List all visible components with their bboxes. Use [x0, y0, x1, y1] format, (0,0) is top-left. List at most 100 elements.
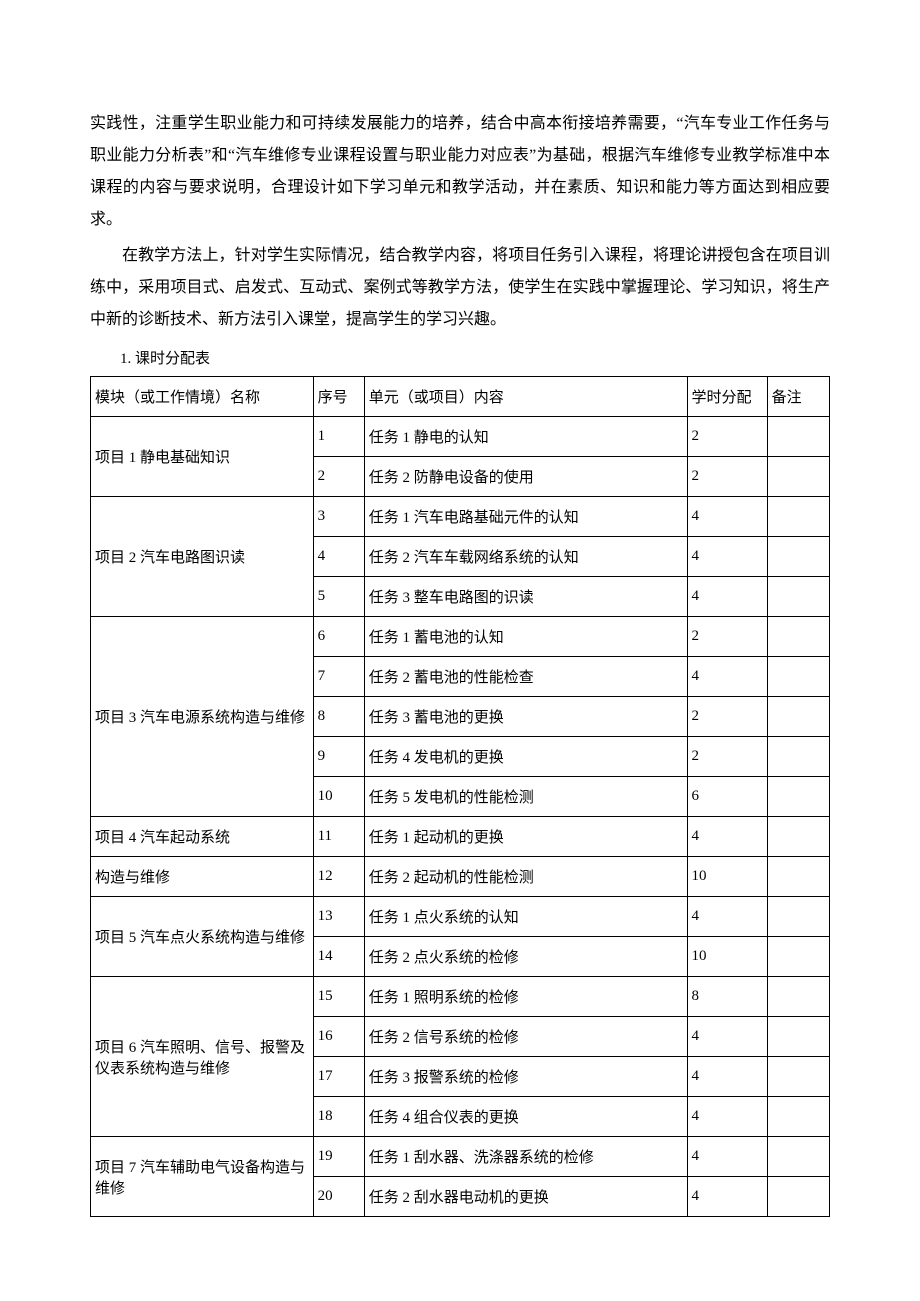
table-title: 1. 课时分配表 — [90, 344, 830, 374]
cell-note — [767, 457, 829, 497]
cell-note — [767, 977, 829, 1017]
cell-note — [767, 657, 829, 697]
cell-module: 构造与维修 — [91, 857, 314, 897]
cell-note — [767, 537, 829, 577]
cell-content: 任务 3 报警系统的检修 — [364, 1057, 687, 1097]
cell-note — [767, 417, 829, 457]
table-row: 项目 1 静电基础知识1任务 1 静电的认知2 — [91, 417, 830, 457]
cell-note — [767, 817, 829, 857]
cell-content: 任务 1 汽车电路基础元件的认知 — [364, 497, 687, 537]
cell-hours: 4 — [687, 897, 767, 937]
cell-seq: 20 — [313, 1177, 364, 1217]
cell-hours: 6 — [687, 777, 767, 817]
header-hours: 学时分配 — [687, 377, 767, 417]
cell-module: 项目 3 汽车电源系统构造与维修 — [91, 617, 314, 817]
cell-hours: 4 — [687, 1017, 767, 1057]
cell-seq: 8 — [313, 697, 364, 737]
cell-seq: 9 — [313, 737, 364, 777]
cell-module: 项目 5 汽车点火系统构造与维修 — [91, 897, 314, 977]
cell-seq: 17 — [313, 1057, 364, 1097]
table-row: 项目 4 汽车起动系统11任务 1 起动机的更换4 — [91, 817, 830, 857]
table-row: 项目 3 汽车电源系统构造与维修6任务 1 蓄电池的认知2 — [91, 617, 830, 657]
cell-hours: 4 — [687, 577, 767, 617]
cell-note — [767, 577, 829, 617]
header-seq: 序号 — [313, 377, 364, 417]
cell-seq: 12 — [313, 857, 364, 897]
cell-seq: 1 — [313, 417, 364, 457]
cell-hours: 4 — [687, 1057, 767, 1097]
cell-note — [767, 1177, 829, 1217]
cell-content: 任务 2 点火系统的检修 — [364, 937, 687, 977]
cell-content: 任务 1 刮水器、洗涤器系统的检修 — [364, 1137, 687, 1177]
cell-note — [767, 737, 829, 777]
cell-content: 任务 2 蓄电池的性能检查 — [364, 657, 687, 697]
cell-content: 任务 1 点火系统的认知 — [364, 897, 687, 937]
cell-module: 项目 6 汽车照明、信号、报警及仪表系统构造与维修 — [91, 977, 314, 1137]
cell-hours: 4 — [687, 1177, 767, 1217]
cell-seq: 5 — [313, 577, 364, 617]
header-content: 单元（或项目）内容 — [364, 377, 687, 417]
cell-note — [767, 1097, 829, 1137]
cell-content: 任务 1 静电的认知 — [364, 417, 687, 457]
cell-module: 项目 7 汽车辅助电气设备构造与维修 — [91, 1137, 314, 1217]
cell-content: 任务 5 发电机的性能检测 — [364, 777, 687, 817]
cell-content: 任务 2 防静电设备的使用 — [364, 457, 687, 497]
table-row: 构造与维修12任务 2 起动机的性能检测10 — [91, 857, 830, 897]
cell-seq: 18 — [313, 1097, 364, 1137]
cell-note — [767, 617, 829, 657]
cell-content: 任务 2 刮水器电动机的更换 — [364, 1177, 687, 1217]
cell-content: 任务 1 照明系统的检修 — [364, 977, 687, 1017]
cell-note — [767, 777, 829, 817]
header-module: 模块（或工作情境）名称 — [91, 377, 314, 417]
hours-allocation-table: 模块（或工作情境）名称序号单元（或项目）内容学时分配备注项目 1 静电基础知识1… — [90, 376, 830, 1217]
cell-note — [767, 497, 829, 537]
cell-seq: 2 — [313, 457, 364, 497]
table-header-row: 模块（或工作情境）名称序号单元（或项目）内容学时分配备注 — [91, 377, 830, 417]
cell-hours: 10 — [687, 937, 767, 977]
cell-hours: 2 — [687, 737, 767, 777]
paragraph-1: 实践性，注重学生职业能力和可持续发展能力的培养，结合中高本衔接培养需要，“汽车专… — [90, 108, 830, 236]
header-note: 备注 — [767, 377, 829, 417]
table-row: 项目 5 汽车点火系统构造与维修13任务 1 点火系统的认知4 — [91, 897, 830, 937]
cell-module: 项目 2 汽车电路图识读 — [91, 497, 314, 617]
cell-seq: 19 — [313, 1137, 364, 1177]
cell-content: 任务 4 发电机的更换 — [364, 737, 687, 777]
cell-note — [767, 1057, 829, 1097]
cell-module: 项目 4 汽车起动系统 — [91, 817, 314, 857]
cell-hours: 4 — [687, 817, 767, 857]
cell-content: 任务 1 起动机的更换 — [364, 817, 687, 857]
cell-content: 任务 1 蓄电池的认知 — [364, 617, 687, 657]
cell-seq: 11 — [313, 817, 364, 857]
cell-seq: 7 — [313, 657, 364, 697]
cell-note — [767, 1017, 829, 1057]
table-row: 项目 7 汽车辅助电气设备构造与维修19任务 1 刮水器、洗涤器系统的检修4 — [91, 1137, 830, 1177]
cell-note — [767, 897, 829, 937]
cell-seq: 14 — [313, 937, 364, 977]
cell-hours: 2 — [687, 697, 767, 737]
cell-hours: 2 — [687, 417, 767, 457]
cell-content: 任务 2 起动机的性能检测 — [364, 857, 687, 897]
cell-content: 任务 2 汽车车载网络系统的认知 — [364, 537, 687, 577]
cell-hours: 2 — [687, 457, 767, 497]
cell-note — [767, 857, 829, 897]
table-row: 项目 2 汽车电路图识读3任务 1 汽车电路基础元件的认知4 — [91, 497, 830, 537]
cell-hours: 4 — [687, 1137, 767, 1177]
table-row: 项目 6 汽车照明、信号、报警及仪表系统构造与维修15任务 1 照明系统的检修8 — [91, 977, 830, 1017]
cell-seq: 15 — [313, 977, 364, 1017]
cell-content: 任务 2 信号系统的检修 — [364, 1017, 687, 1057]
cell-note — [767, 1137, 829, 1177]
cell-hours: 10 — [687, 857, 767, 897]
cell-seq: 13 — [313, 897, 364, 937]
cell-seq: 10 — [313, 777, 364, 817]
cell-content: 任务 4 组合仪表的更换 — [364, 1097, 687, 1137]
cell-module: 项目 1 静电基础知识 — [91, 417, 314, 497]
cell-note — [767, 697, 829, 737]
cell-content: 任务 3 蓄电池的更换 — [364, 697, 687, 737]
cell-seq: 3 — [313, 497, 364, 537]
cell-hours: 4 — [687, 1097, 767, 1137]
cell-hours: 4 — [687, 537, 767, 577]
cell-hours: 4 — [687, 657, 767, 697]
cell-content: 任务 3 整车电路图的识读 — [364, 577, 687, 617]
cell-hours: 4 — [687, 497, 767, 537]
cell-seq: 16 — [313, 1017, 364, 1057]
